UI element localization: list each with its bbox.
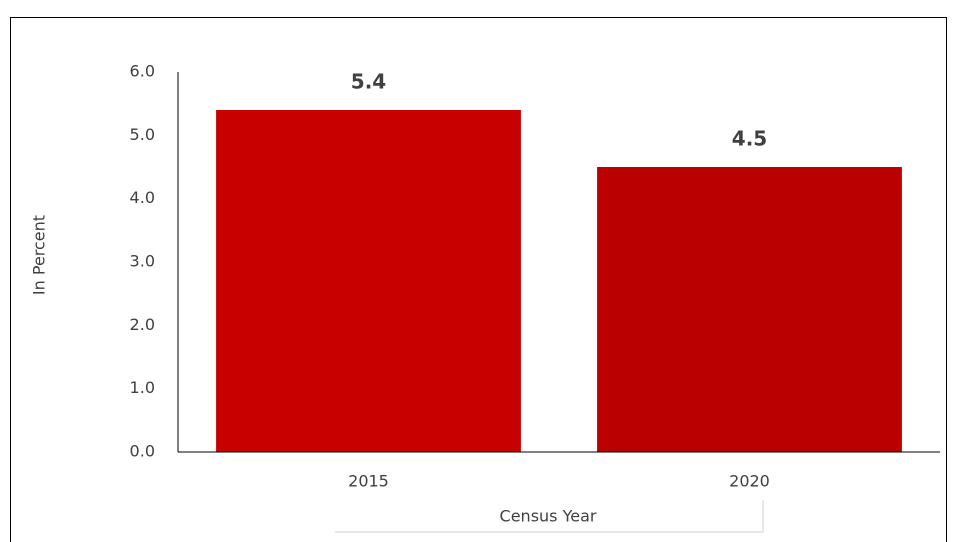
y-tick-label: 0.0 [130, 442, 155, 461]
y-tick-label: 6.0 [130, 62, 155, 81]
x-tick-label: 2020 [729, 472, 770, 491]
x-tick-label: 2015 [348, 472, 389, 491]
chart-frame [10, 17, 947, 542]
bar [597, 167, 902, 452]
y-tick-label: 4.0 [130, 188, 155, 207]
y-axis-label: In Percent [30, 215, 49, 295]
value-label: 4.5 [732, 127, 767, 151]
bar [216, 110, 521, 452]
x-axis-label: Census Year [500, 507, 597, 526]
decoration [335, 500, 764, 533]
value-label: 5.4 [351, 70, 386, 94]
y-tick-label: 2.0 [130, 315, 155, 334]
y-tick-label: 3.0 [130, 252, 155, 271]
y-tick-label: 5.0 [130, 125, 155, 144]
y-tick-label: 1.0 [130, 378, 155, 397]
